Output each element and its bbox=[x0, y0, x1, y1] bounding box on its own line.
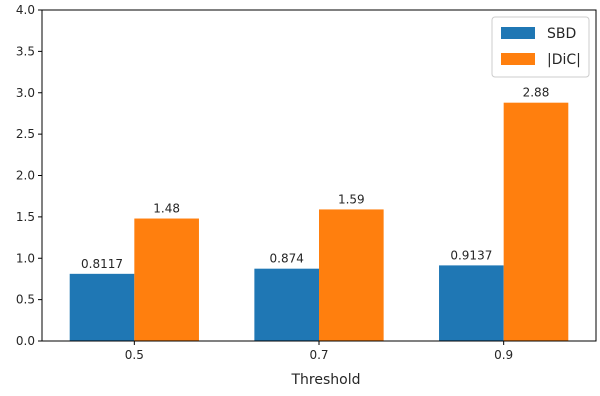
bar-value-label: 2.88 bbox=[523, 86, 550, 100]
bar bbox=[254, 268, 319, 341]
bar-value-label: 1.59 bbox=[338, 192, 365, 206]
bar bbox=[503, 102, 569, 342]
bar-value-label: 0.8117 bbox=[81, 257, 123, 271]
bars-layer bbox=[69, 102, 569, 342]
y-tick-label: 4.0 bbox=[16, 3, 35, 17]
y-tick-label: 0.0 bbox=[16, 334, 35, 348]
bar bbox=[134, 218, 199, 341]
legend-label: SBD bbox=[547, 26, 576, 42]
value-labels-layer: 0.8117 0.874 0.9137 1.48 1.59 2.88 bbox=[81, 86, 549, 271]
y-tick-label: 3.5 bbox=[16, 44, 35, 58]
legend-swatch bbox=[501, 27, 535, 39]
y-tick-label: 1.0 bbox=[16, 251, 35, 265]
legend: SBD |DiC| bbox=[491, 16, 590, 78]
legend-label: |DiC| bbox=[547, 52, 581, 68]
y-tick-label: 3.0 bbox=[16, 86, 35, 100]
ticks-layer: 0.0 0.5 1.0 1.5 2.0 2.5 3.0 3.5 4.0 0.5 0.7 0.9 bbox=[16, 3, 513, 362]
bar bbox=[319, 209, 384, 341]
x-axis-label: Threshold bbox=[291, 372, 361, 388]
y-tick-label: 1.5 bbox=[16, 210, 35, 224]
bar-value-label: 1.48 bbox=[153, 202, 180, 216]
bar bbox=[439, 265, 504, 341]
x-tick-label: 0.7 bbox=[309, 348, 328, 362]
bar bbox=[69, 273, 135, 341]
x-tick-label: 0.9 bbox=[494, 348, 513, 362]
y-tick-label: 2.5 bbox=[16, 127, 35, 141]
bar-value-label: 0.874 bbox=[270, 252, 304, 266]
legend-swatch bbox=[501, 53, 535, 65]
y-tick-label: 0.5 bbox=[16, 293, 35, 307]
y-tick-label: 2.0 bbox=[16, 169, 35, 183]
bar-value-label: 0.9137 bbox=[450, 248, 492, 262]
x-tick-label: 0.5 bbox=[125, 348, 144, 362]
